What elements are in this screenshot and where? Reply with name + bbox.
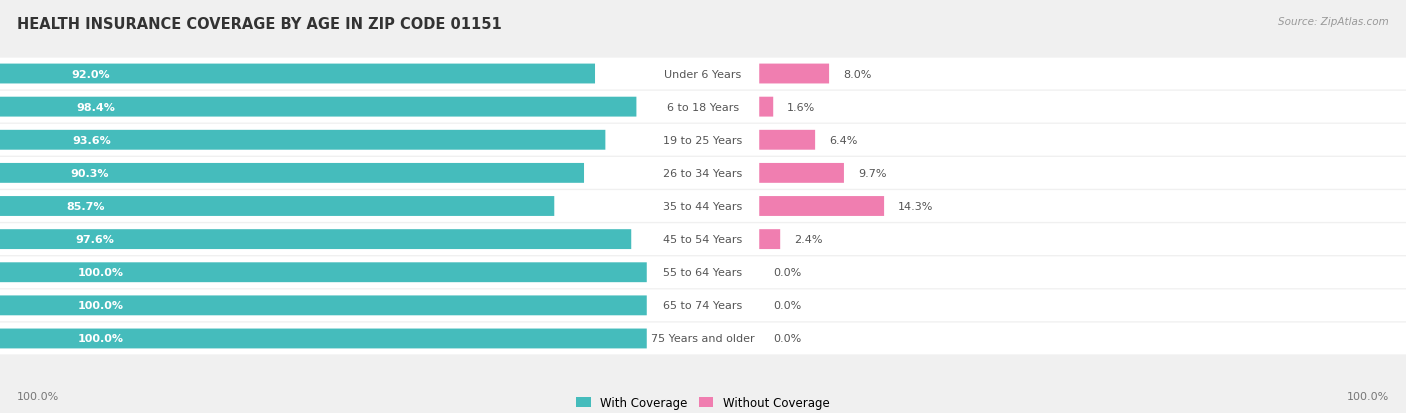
FancyBboxPatch shape [0,92,1406,123]
FancyBboxPatch shape [759,97,773,117]
FancyBboxPatch shape [0,59,1406,90]
FancyBboxPatch shape [0,197,554,216]
Text: 100.0%: 100.0% [77,334,124,344]
Text: 35 to 44 Years: 35 to 44 Years [664,202,742,211]
Text: 100.0%: 100.0% [1347,391,1389,401]
Text: 1.6%: 1.6% [787,102,815,112]
Text: Under 6 Years: Under 6 Years [665,69,741,79]
Text: 100.0%: 100.0% [77,301,124,311]
FancyBboxPatch shape [0,323,1406,354]
FancyBboxPatch shape [759,230,780,249]
Text: Source: ZipAtlas.com: Source: ZipAtlas.com [1278,17,1389,26]
Text: 0.0%: 0.0% [773,334,801,344]
Text: 98.4%: 98.4% [76,102,115,112]
FancyBboxPatch shape [759,197,884,216]
FancyBboxPatch shape [759,131,815,150]
Text: 90.3%: 90.3% [70,169,108,178]
Text: 85.7%: 85.7% [66,202,105,211]
Text: 45 to 54 Years: 45 to 54 Years [664,235,742,244]
Text: 0.0%: 0.0% [773,301,801,311]
Text: 100.0%: 100.0% [77,268,124,278]
Text: 19 to 25 Years: 19 to 25 Years [664,135,742,145]
Text: 75 Years and older: 75 Years and older [651,334,755,344]
FancyBboxPatch shape [0,230,631,249]
Text: 6.4%: 6.4% [830,135,858,145]
FancyBboxPatch shape [0,329,647,349]
Text: 92.0%: 92.0% [72,69,110,79]
FancyBboxPatch shape [0,164,583,183]
Legend: With Coverage, Without Coverage: With Coverage, Without Coverage [572,392,834,413]
FancyBboxPatch shape [0,158,1406,189]
FancyBboxPatch shape [759,64,830,84]
FancyBboxPatch shape [0,296,647,316]
Text: 14.3%: 14.3% [898,202,934,211]
FancyBboxPatch shape [0,263,647,282]
Text: 26 to 34 Years: 26 to 34 Years [664,169,742,178]
Text: 0.0%: 0.0% [773,268,801,278]
FancyBboxPatch shape [0,257,1406,288]
Text: 55 to 64 Years: 55 to 64 Years [664,268,742,278]
Text: 100.0%: 100.0% [17,391,59,401]
FancyBboxPatch shape [0,64,595,84]
Text: 2.4%: 2.4% [794,235,823,244]
Text: 9.7%: 9.7% [858,169,887,178]
FancyBboxPatch shape [0,224,1406,255]
FancyBboxPatch shape [0,125,1406,156]
FancyBboxPatch shape [0,97,637,117]
Text: 6 to 18 Years: 6 to 18 Years [666,102,740,112]
Text: HEALTH INSURANCE COVERAGE BY AGE IN ZIP CODE 01151: HEALTH INSURANCE COVERAGE BY AGE IN ZIP … [17,17,502,31]
FancyBboxPatch shape [0,290,1406,321]
FancyBboxPatch shape [759,164,844,183]
FancyBboxPatch shape [0,191,1406,222]
Text: 97.6%: 97.6% [76,235,115,244]
Text: 93.6%: 93.6% [73,135,111,145]
Text: 8.0%: 8.0% [844,69,872,79]
Text: 65 to 74 Years: 65 to 74 Years [664,301,742,311]
FancyBboxPatch shape [0,131,606,150]
